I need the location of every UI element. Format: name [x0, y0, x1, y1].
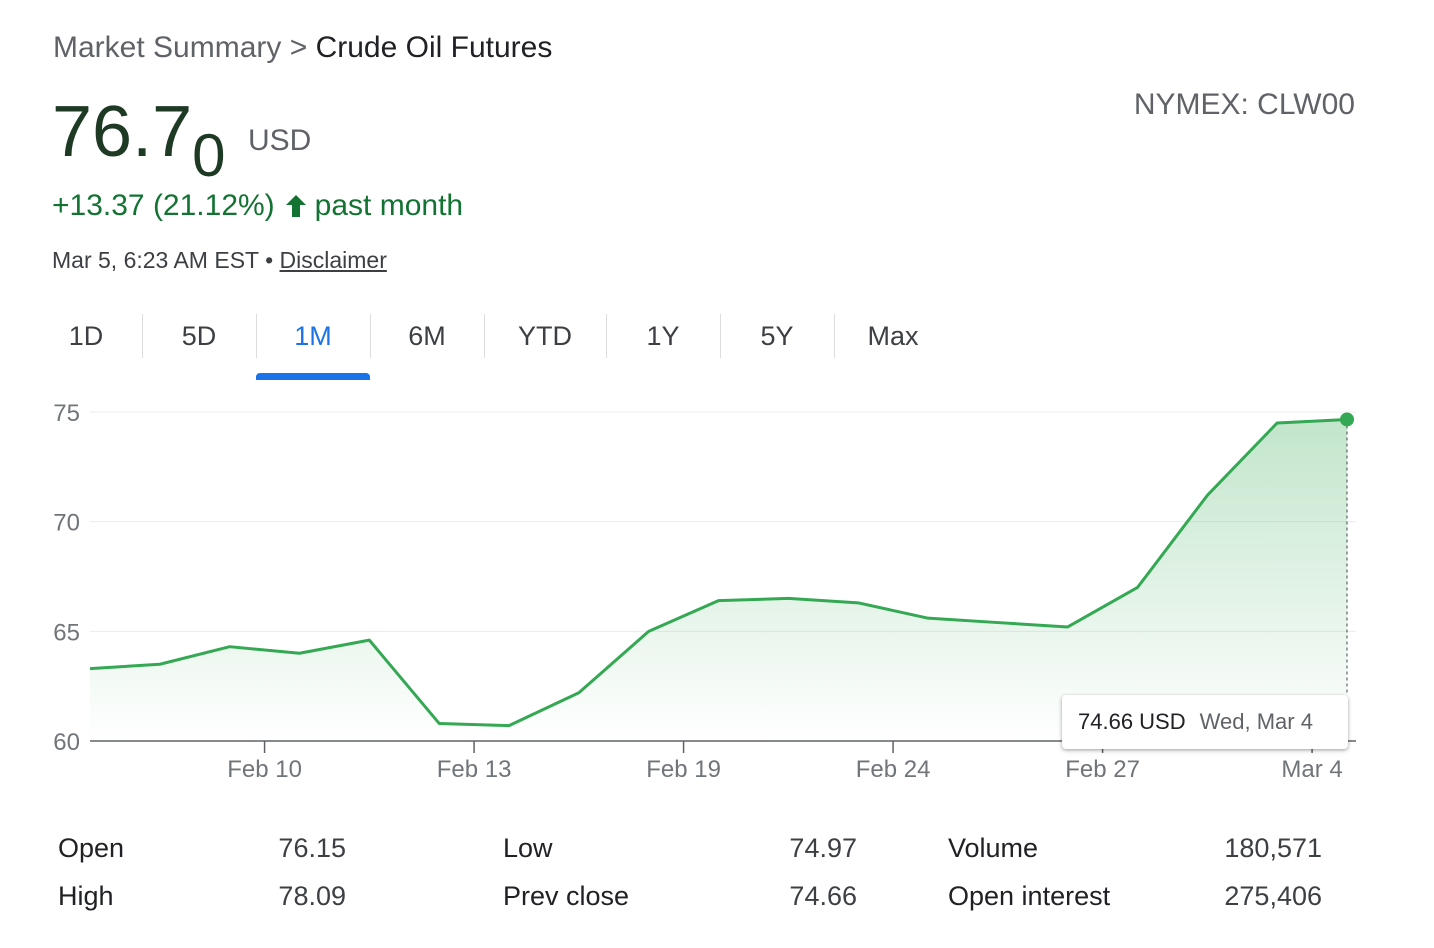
- change-percent: (21.12%): [152, 189, 275, 222]
- breadcrumb-separator: >: [289, 31, 308, 64]
- stat-label: Open interest: [948, 881, 1111, 911]
- tab-5d[interactable]: 5D: [142, 314, 256, 358]
- stat-label: Open: [58, 833, 125, 863]
- disclaimer-link[interactable]: Disclaimer: [279, 247, 387, 273]
- tab-5y[interactable]: 5Y: [720, 314, 834, 358]
- y-tick-label: 70: [53, 510, 80, 537]
- price-main: 76.7: [52, 92, 193, 172]
- stat-label: Volume: [948, 833, 1039, 863]
- tab-max[interactable]: Max: [834, 314, 952, 358]
- change-amount: +13.37: [52, 189, 145, 222]
- stat-value: 76.15: [278, 833, 346, 863]
- price-change: +13.37 (21.12%) past month: [52, 188, 463, 224]
- tab-ytd[interactable]: YTD: [484, 314, 606, 358]
- timestamp-line: Mar 5, 6:23 AM EST • Disclaimer: [52, 246, 387, 274]
- arrow-up-icon: [283, 192, 309, 220]
- area-fill: [90, 419, 1347, 741]
- timestamp: Mar 5, 6:23 AM EST: [52, 247, 259, 273]
- y-tick-label: 75: [53, 400, 80, 427]
- breadcrumb-current: Crude Oil Futures: [315, 31, 553, 64]
- stat-value: 78.09: [278, 881, 346, 911]
- change-period: past month: [314, 189, 464, 222]
- y-tick-label: 60: [53, 729, 80, 756]
- tab-1y[interactable]: 1Y: [606, 314, 720, 358]
- x-tick-label: Feb 13: [437, 756, 512, 783]
- timestamp-bullet: •: [265, 247, 274, 273]
- price-last-digit: 0: [192, 122, 226, 189]
- chart-tooltip: 74.66 USD Wed, Mar 4: [1062, 695, 1348, 749]
- stat-value: 180,571: [1224, 833, 1322, 863]
- stat-value: 74.97: [789, 833, 857, 863]
- stat-value: 74.66: [789, 881, 857, 911]
- range-tabs: 1D 5D 1M 6M YTD 1Y 5Y Max: [30, 314, 952, 368]
- x-tick-label: Feb 19: [646, 756, 721, 783]
- x-tick-label: Feb 10: [227, 756, 302, 783]
- x-tick-label: Feb 27: [1065, 756, 1140, 783]
- price-display: 76.70 USD: [52, 92, 312, 189]
- breadcrumb-parent-link[interactable]: Market Summary: [53, 31, 282, 64]
- tooltip-date: Wed, Mar 4: [1199, 709, 1313, 734]
- x-tick-label: Mar 4: [1281, 756, 1342, 783]
- price-currency: USD: [247, 124, 312, 157]
- y-tick-label: 65: [53, 619, 80, 646]
- tab-1m[interactable]: 1M: [256, 314, 370, 358]
- stat-label: High: [58, 881, 114, 911]
- chart-svg: 60 65 70 75 Feb 10 Feb 13 Feb 19 Feb 24 Feb 27 M…: [53, 400, 1356, 783]
- ticker-symbol: NYMEX: CLW00: [1133, 88, 1355, 121]
- tab-6m[interactable]: 6M: [370, 314, 484, 358]
- stat-value: 275,406: [1224, 881, 1322, 911]
- tooltip-value: 74.66 USD: [1078, 709, 1186, 734]
- stat-label: Prev close: [503, 881, 630, 911]
- breadcrumb: Market Summary > Crude Oil Futures: [53, 30, 552, 66]
- tab-1d[interactable]: 1D: [68, 320, 104, 351]
- hover-marker: [1340, 412, 1354, 427]
- x-tick-label: Feb 24: [856, 756, 931, 783]
- price-chart[interactable]: 60 65 70 75 Feb 10 Feb 13 Feb 19 Feb 24 Feb 27 M…: [0, 380, 1434, 800]
- stat-label: Low: [503, 833, 553, 863]
